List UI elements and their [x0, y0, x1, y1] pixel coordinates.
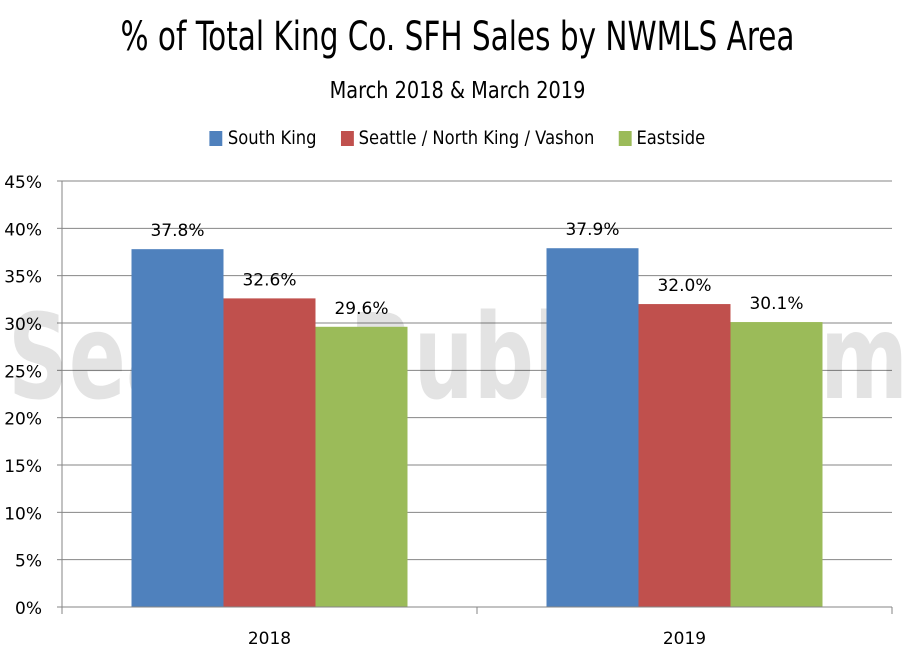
data-label: 32.6%: [242, 270, 296, 290]
y-tick-label: 10%: [4, 504, 42, 524]
x-tick-label: 2018: [248, 629, 291, 649]
bar: [131, 249, 224, 607]
y-tick-label: 30%: [4, 315, 42, 335]
legend-label-south-king: South King: [227, 127, 317, 149]
legend-swatch-south-king: [209, 130, 223, 146]
bar: [638, 304, 731, 607]
legend-label-eastside: Eastside: [636, 127, 706, 149]
data-label: 29.6%: [334, 299, 388, 319]
data-label: 32.0%: [657, 276, 711, 296]
legend-item-south-king: South King: [209, 127, 317, 149]
chart-subtitle: March 2018 & March 2019: [329, 78, 586, 104]
legend: South King Seattle / North King / Vashon…: [64, 127, 851, 149]
y-tick-label: 15%: [4, 457, 42, 477]
y-tick-label: 35%: [4, 268, 42, 288]
y-tick-label: 40%: [4, 220, 42, 240]
bar: [546, 248, 639, 608]
data-label: 30.1%: [749, 294, 803, 314]
y-tick-label: 25%: [4, 362, 42, 382]
x-tick-label: 2019: [663, 629, 706, 649]
legend-item-eastside: Eastside: [618, 127, 705, 149]
bar: [223, 298, 316, 607]
bar: [730, 322, 823, 607]
data-label: 37.9%: [565, 220, 619, 240]
legend-label-seattle: Seattle / North King / Vashon: [358, 127, 595, 149]
y-tick-label: 0%: [15, 599, 42, 619]
chart-title: % of Total King Co. SFH Sales by NWMLS A…: [120, 14, 795, 60]
data-label: 37.8%: [150, 221, 204, 241]
legend-swatch-seattle: [340, 130, 354, 146]
legend-item-seattle: Seattle / North King / Vashon: [340, 127, 595, 149]
bar: [315, 326, 408, 607]
y-tick-label: 45%: [4, 173, 42, 193]
legend-swatch-eastside: [618, 130, 632, 146]
y-tick-label: 5%: [15, 552, 42, 572]
y-tick-label: 20%: [4, 410, 42, 430]
